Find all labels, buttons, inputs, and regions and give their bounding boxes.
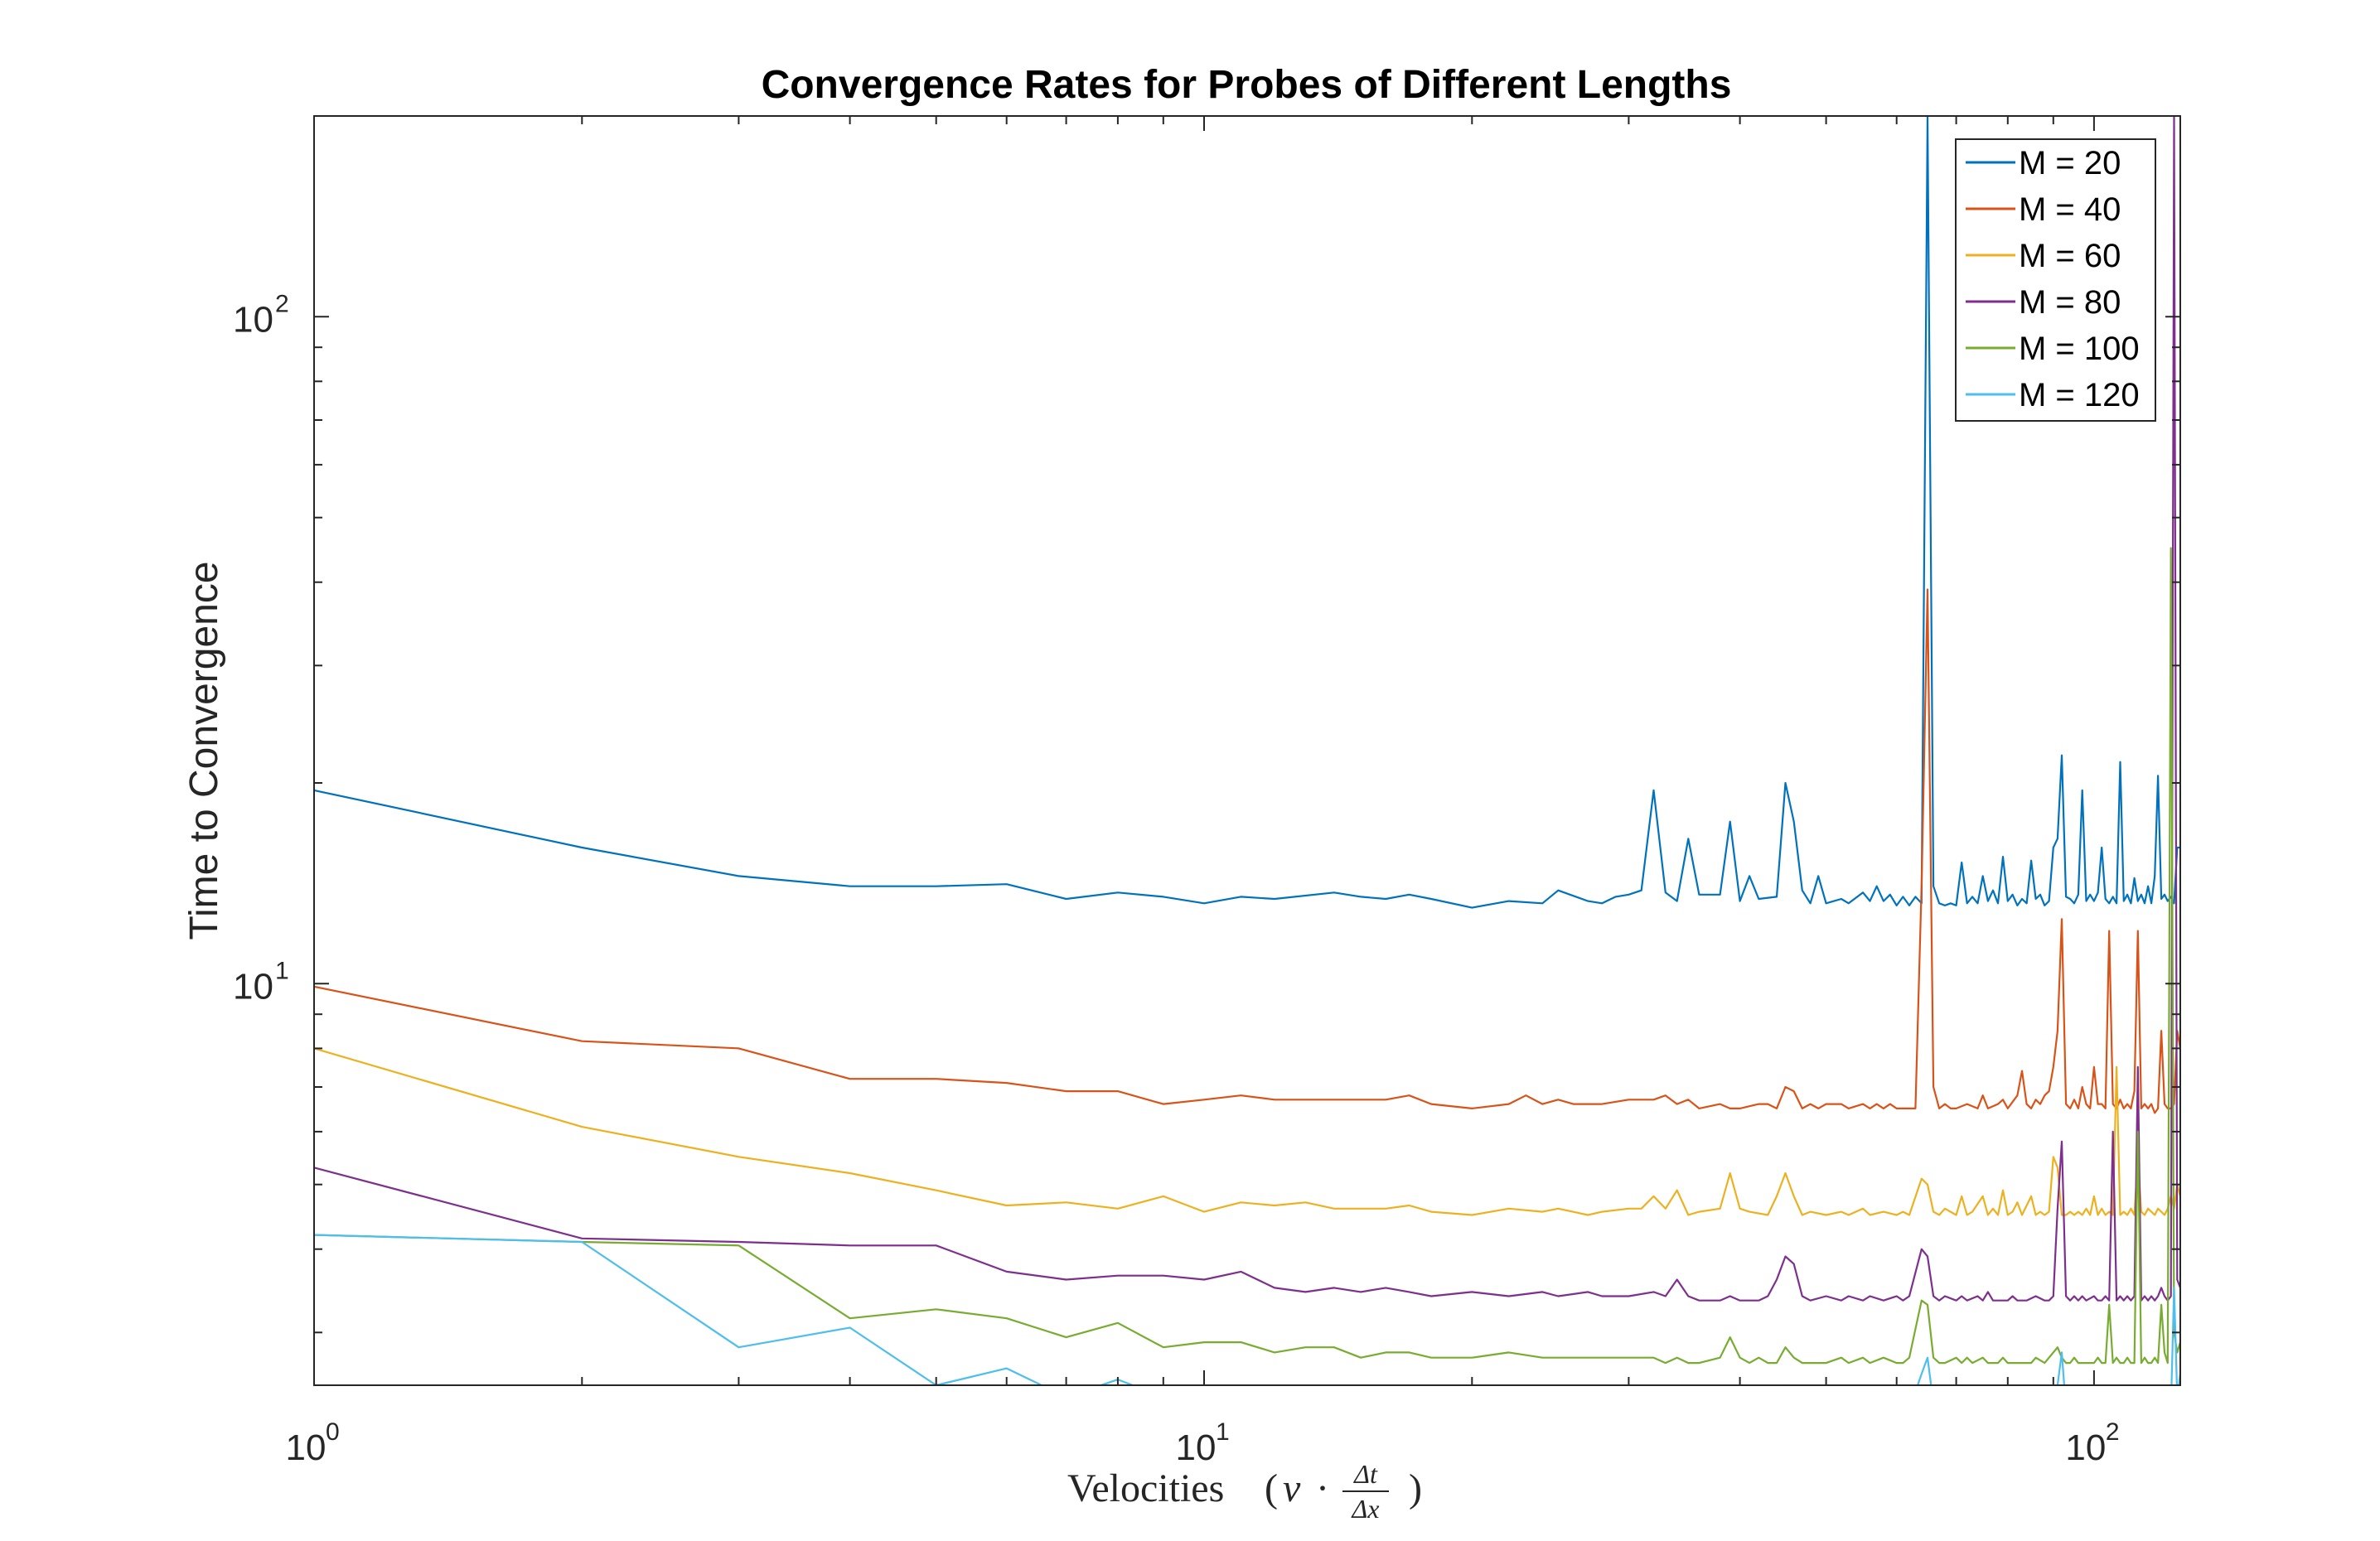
y-tick-label-exponent: 2 [275, 290, 289, 317]
series-line-3 [314, 1047, 2180, 1216]
y-tick-label-base: 10 [233, 299, 273, 340]
x-axis-label-dot: · [1316, 1466, 1329, 1510]
x-tick-label-1: 10 1 [1176, 1418, 1230, 1468]
x-tick-label-2: 10 2 [2065, 1418, 2119, 1468]
legend-label: M = 40 [2019, 191, 2121, 228]
plot-area [313, 115, 2181, 1386]
legend-box [1955, 138, 2156, 422]
series-line-2 [314, 588, 2180, 1114]
x-tick-labels: 10 0 10 1 10 2 [286, 1418, 2120, 1468]
x-axis-label-close-paren: ) [1409, 1466, 1422, 1510]
legend-label: M = 120 [2019, 377, 2140, 413]
x-axis-label-numerator: Δt [1352, 1459, 1378, 1489]
legend-entry-6: M = 120 [1966, 377, 2140, 413]
x-tick-label-0: 10 0 [286, 1418, 340, 1468]
axes-box [313, 115, 2181, 1386]
y-tick-label-1: 10 2 [233, 290, 289, 340]
series-line-1 [314, 116, 2180, 909]
legend-entry-4: M = 80 [1966, 284, 2121, 321]
legend-entry-5: M = 100 [1966, 331, 2140, 367]
series-line-6 [314, 1234, 2180, 1385]
legend-entries: M = 20 M = 40 M = 60 M = 80 M = 100 M = 120 [1966, 145, 2140, 413]
x-axis-label-open-paren: ( [1265, 1466, 1278, 1510]
legend-label: M = 60 [2019, 238, 2121, 274]
x-tick-label-base: 10 [2065, 1427, 2106, 1468]
x-tick-label-exponent: 2 [2106, 1418, 2120, 1446]
x-axis-label: Velocities ( v · Δt Δx ) [1067, 1459, 1422, 1524]
x-tick-label-base: 10 [1176, 1427, 1217, 1468]
y-tick-label-0: 10 1 [233, 957, 289, 1007]
legend: M = 20 M = 40 M = 60 M = 80 M = 100 M = 120 [1955, 138, 2156, 422]
x-tick-label-exponent: 1 [1216, 1418, 1230, 1446]
series-line-5 [314, 547, 2180, 1365]
x-tick-label-base: 10 [286, 1427, 327, 1468]
legend-entry-1: M = 20 [1966, 145, 2121, 181]
x-axis-label-variable: v [1283, 1466, 1301, 1510]
legend-entry-3: M = 60 [1966, 238, 2121, 274]
legend-entry-2: M = 40 [1966, 191, 2121, 228]
axes-background [314, 116, 2180, 1385]
y-axis-label: Time to Convergence [182, 561, 226, 940]
x-axis-label-text: Velocities [1067, 1466, 1224, 1510]
legend-label: M = 80 [2019, 284, 2121, 321]
series-layer [314, 116, 2180, 1385]
x-axis-label-denominator: Δx [1351, 1494, 1380, 1524]
x-tick-label-exponent: 0 [326, 1418, 340, 1446]
legend-label: M = 20 [2019, 145, 2121, 181]
legend-label: M = 100 [2019, 331, 2140, 367]
chart-title: Convergence Rates for Probes of Differen… [762, 63, 1732, 107]
y-tick-label-base: 10 [233, 966, 273, 1007]
tick-layer [313, 115, 2180, 1385]
series-line-4 [314, 116, 2180, 1302]
y-tick-label-exponent: 1 [275, 957, 289, 984]
